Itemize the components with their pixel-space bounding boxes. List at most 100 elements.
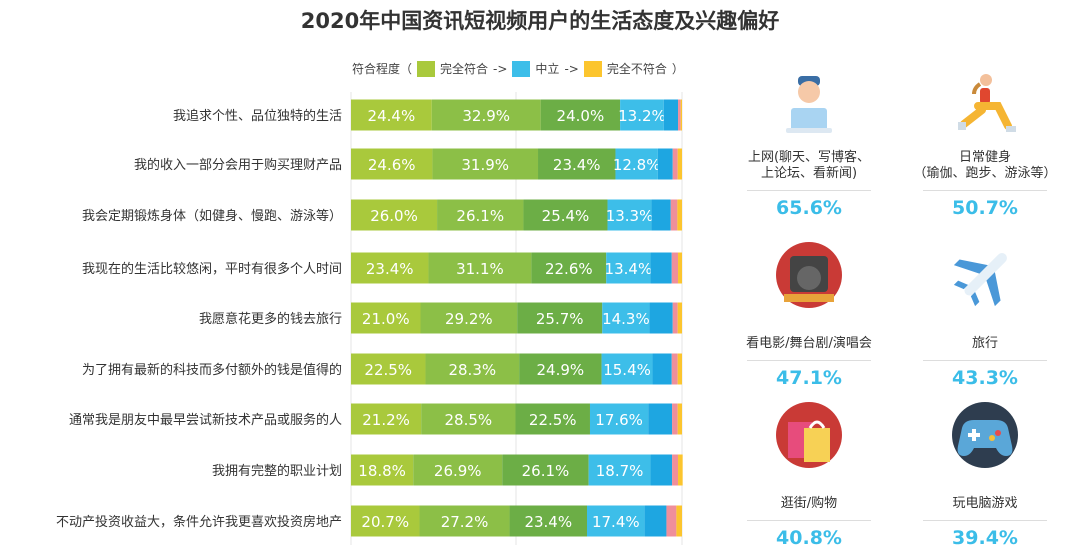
bar-segment [351, 199, 438, 231]
data-label: 23.4% [553, 156, 601, 174]
bar-segment [678, 99, 681, 131]
legend-arrow: -> [493, 61, 508, 76]
data-label: 31.1% [456, 260, 504, 278]
fitness-icon [950, 70, 1020, 140]
data-label: 26.0% [370, 207, 418, 225]
stacked-bar-chart: 我追求个性、品位独特的生活 24.4% 32.9% 24.0% 13.2% 我的收入一部分… [56, 92, 683, 545]
category-label: 我现在的生活比较悠闲，平时有很多个人时间 [82, 261, 342, 277]
data-label: 31.9% [461, 156, 509, 174]
legend: 符合程度（ 完全符合 -> 中立 -> 完全不符合 ） [352, 60, 684, 77]
bar-segment [677, 148, 682, 180]
bar-segment [649, 302, 673, 334]
bar-segment [588, 454, 651, 486]
bar-segment [531, 252, 607, 284]
bar-segment [351, 403, 422, 435]
data-label: 12.8% [613, 156, 661, 174]
bar-segment [420, 302, 518, 334]
bar-segment [601, 353, 653, 385]
bar-segment [431, 99, 541, 131]
bar-segment [517, 302, 603, 334]
bar-segment [680, 99, 682, 131]
data-label: 18.8% [358, 462, 406, 480]
data-label: 26.1% [456, 207, 504, 225]
legend-agree: 完全符合 [440, 62, 489, 76]
bar-segment [538, 148, 616, 180]
data-label: 13.2% [618, 107, 666, 125]
bar-segment [670, 199, 678, 231]
bar-segment [648, 403, 673, 435]
bar-segment [351, 148, 433, 180]
data-label: 13.4% [605, 260, 653, 278]
data-label: 24.9% [537, 361, 585, 379]
bar-segment [519, 353, 602, 385]
data-label: 20.7% [361, 513, 409, 531]
legend-suffix: ） [671, 62, 684, 76]
category-label: 不动产投资收益大，条件允许我更喜欢投资房地产 [56, 514, 342, 530]
bar-segment [678, 454, 683, 486]
category-label: 我追求个性、品位独特的生活 [173, 108, 342, 124]
legend-prefix: 符合程度（ [352, 62, 413, 76]
bar-segment [676, 505, 682, 537]
bar-segment [589, 403, 649, 435]
legend-swatch-agree [417, 60, 436, 77]
data-label: 23.4% [524, 513, 572, 531]
data-label: 21.2% [362, 411, 410, 429]
bar-segment [413, 454, 503, 486]
bar-segment [672, 148, 678, 180]
data-label: 17.4% [592, 513, 640, 531]
bar-segment [428, 252, 532, 284]
interest-value: 43.3% [952, 367, 1018, 389]
interest-label: 日常健身 （瑜伽、跑步、游泳等） [913, 150, 1057, 181]
legend-swatch-neutral [512, 60, 531, 77]
chart-title: 2020年中国资讯短视频用户的生活态度及兴趣偏好 [300, 9, 780, 33]
bar-segment [677, 302, 682, 334]
bar-segment [421, 403, 516, 435]
category-label: 我的收入一部分会用于购买理财产品 [134, 157, 342, 173]
data-label: 14.3% [602, 310, 650, 328]
bar-segment [515, 403, 590, 435]
bar-segment [677, 403, 682, 435]
bar-segment [677, 353, 682, 385]
bar-segment [351, 353, 426, 385]
gamepad-icon [950, 400, 1020, 470]
interest-item: 日常健身 （瑜伽、跑步、游泳等） 50.7% [897, 70, 1073, 219]
bar-segment [540, 99, 621, 131]
bar-segment [602, 302, 650, 334]
data-label: 18.7% [596, 462, 644, 480]
divider [923, 360, 1047, 361]
bar-segment [351, 505, 420, 537]
bar-segment [666, 505, 677, 537]
interest-label: 逛街/购物 [780, 496, 838, 511]
data-label: 24.4% [368, 107, 416, 125]
bar-segment [650, 454, 673, 486]
divider [747, 520, 871, 521]
bar-segment [672, 454, 679, 486]
bar-segment [657, 148, 673, 180]
interest-item: 旅行 43.3% [897, 240, 1073, 389]
interest-item: 逛街/购物 40.8% [721, 400, 897, 549]
data-label: 21.0% [362, 310, 410, 328]
bar-segment [672, 403, 678, 435]
bar-segment [351, 252, 429, 284]
bar-segment [523, 199, 608, 231]
data-label: 24.6% [368, 156, 416, 174]
data-label: 28.5% [445, 411, 493, 429]
bar-segment [671, 252, 679, 284]
legend-disagree: 完全不符合 [606, 62, 667, 76]
bar-segment [419, 505, 510, 537]
data-label: 22.5% [364, 361, 412, 379]
data-label: 13.3% [606, 207, 654, 225]
bar-segment [351, 99, 432, 131]
data-label: 23.4% [366, 260, 414, 278]
data-label: 24.0% [557, 107, 605, 125]
divider [923, 190, 1047, 191]
category-label: 通常我是朋友中最早尝试新技术产品或服务的人 [69, 412, 342, 428]
airplane-icon [950, 240, 1020, 310]
category-label: 我愿意花更多的钱去旅行 [199, 311, 342, 327]
bar-segment [587, 505, 645, 537]
divider [747, 190, 871, 191]
bar-segment [671, 353, 678, 385]
bar-segment [351, 302, 421, 334]
data-label: 25.4% [542, 207, 590, 225]
category-label: 我拥有完整的职业计划 [212, 463, 342, 479]
